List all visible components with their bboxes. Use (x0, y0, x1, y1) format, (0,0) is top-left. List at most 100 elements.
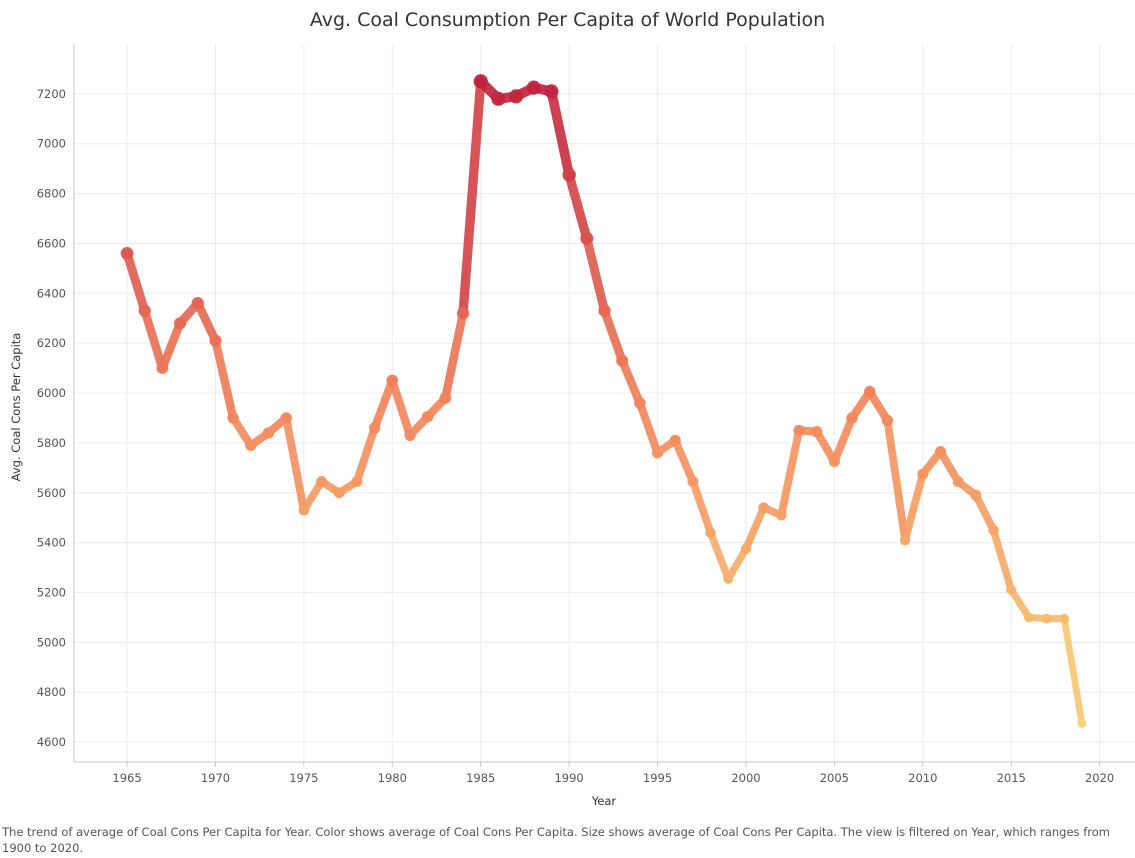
line-segment (689, 477, 715, 537)
data-point[interactable] (544, 84, 559, 99)
data-point[interactable] (758, 502, 770, 514)
y-axis-title: Avg. Coal Cons Per Capita (9, 333, 23, 482)
data-point[interactable] (316, 476, 328, 488)
y-tick-label: 5600 (37, 486, 66, 500)
data-point[interactable] (456, 307, 470, 320)
data-point[interactable] (917, 468, 929, 480)
data-point[interactable] (934, 446, 947, 458)
series-line (122, 76, 1086, 727)
data-point[interactable] (156, 362, 169, 375)
data-point[interactable] (723, 573, 734, 584)
data-point[interactable] (828, 456, 840, 468)
data-point[interactable] (811, 425, 823, 438)
data-point[interactable] (1077, 718, 1087, 728)
data-point[interactable] (952, 476, 964, 488)
line-segment (458, 76, 486, 318)
line-segment (618, 356, 645, 408)
data-point[interactable] (138, 304, 151, 317)
data-point[interactable] (404, 429, 416, 442)
data-point[interactable] (669, 434, 681, 447)
line-segment (830, 413, 857, 466)
data-point[interactable] (386, 374, 399, 387)
line-segment (777, 426, 803, 520)
x-tick-label: 1995 (643, 771, 672, 785)
data-point[interactable] (473, 74, 488, 89)
line-segment (671, 436, 697, 486)
data-point[interactable] (687, 476, 699, 488)
data-point[interactable] (899, 534, 911, 546)
data-point[interactable] (173, 317, 187, 330)
data-point[interactable] (1059, 613, 1070, 624)
line-segment (989, 526, 1015, 594)
y-tick-label: 6000 (37, 386, 66, 400)
data-point[interactable] (705, 527, 716, 538)
data-point[interactable] (598, 304, 611, 317)
data-point[interactable] (191, 297, 205, 310)
line-segment (936, 447, 963, 486)
y-tick-label: 7000 (37, 137, 66, 151)
data-point[interactable] (509, 89, 524, 104)
axes (73, 44, 1135, 767)
data-point[interactable] (1023, 612, 1034, 623)
data-points (120, 74, 1087, 728)
data-point[interactable] (881, 414, 894, 427)
line-segment (282, 414, 308, 515)
line-segment (901, 470, 927, 544)
line-segment (883, 416, 910, 545)
data-point[interactable] (333, 487, 345, 499)
data-point[interactable] (298, 504, 310, 516)
line-segment (122, 248, 150, 316)
line-segment (1060, 615, 1086, 727)
data-point[interactable] (562, 168, 576, 182)
data-point[interactable] (846, 412, 858, 424)
y-tick-label: 6200 (37, 336, 66, 350)
y-tick-label: 6400 (37, 286, 66, 300)
line-segment (300, 477, 326, 515)
y-tick-label: 4800 (37, 685, 66, 699)
data-point[interactable] (793, 424, 805, 437)
data-point[interactable] (421, 410, 434, 423)
data-point[interactable] (491, 91, 506, 106)
data-point[interactable] (227, 412, 239, 424)
line-segment (706, 528, 732, 583)
data-point[interactable] (439, 392, 452, 404)
data-point[interactable] (775, 509, 787, 521)
line-segment (564, 170, 592, 244)
data-point[interactable] (120, 246, 134, 260)
data-point[interactable] (351, 476, 363, 488)
line-segment (352, 423, 379, 486)
data-point[interactable] (526, 80, 541, 95)
data-point[interactable] (1006, 584, 1017, 596)
y-tick-label: 6800 (37, 187, 66, 201)
data-point[interactable] (280, 412, 292, 424)
x-tick-label: 2020 (1085, 771, 1114, 785)
data-point[interactable] (970, 489, 982, 501)
data-point[interactable] (1041, 613, 1052, 624)
line-segment (724, 545, 750, 583)
line-segment (582, 233, 609, 316)
y-tick-label: 7200 (37, 87, 66, 101)
x-tick-label: 2000 (731, 771, 760, 785)
x-tick-label: 2005 (820, 771, 849, 785)
line-segment (441, 308, 468, 403)
data-point[interactable] (245, 439, 257, 452)
x-tick-label: 1970 (201, 771, 230, 785)
line-segment (972, 491, 998, 534)
line-segment (211, 336, 238, 423)
y-tick-label: 5400 (37, 536, 66, 550)
line-segment (158, 318, 185, 373)
data-point[interactable] (651, 447, 664, 459)
y-tick-label: 5000 (37, 635, 66, 649)
data-point[interactable] (863, 385, 876, 398)
x-tick-label: 2015 (997, 771, 1026, 785)
data-point[interactable] (988, 524, 999, 536)
data-point[interactable] (580, 231, 594, 245)
tick-labels: 4600 4800 5000 5200 5400 5600 5800 6000 6200 6400… (37, 87, 1115, 785)
data-point[interactable] (616, 354, 629, 367)
data-point[interactable] (740, 543, 752, 555)
data-point[interactable] (209, 334, 222, 347)
data-point[interactable] (634, 397, 646, 409)
data-point[interactable] (368, 422, 381, 434)
data-point[interactable] (262, 427, 275, 439)
line-segment (812, 427, 839, 466)
